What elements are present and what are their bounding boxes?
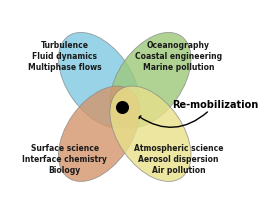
- Text: Oceanography
Coastal engineering
Marine pollution: Oceanography Coastal engineering Marine …: [135, 41, 222, 72]
- Ellipse shape: [59, 86, 139, 181]
- Ellipse shape: [110, 32, 191, 128]
- Text: Atmospheric science
Aerosol dispersion
Air pollution: Atmospheric science Aerosol dispersion A…: [134, 144, 223, 175]
- Ellipse shape: [110, 86, 191, 181]
- Text: Surface science
Interface chemistry
Biology: Surface science Interface chemistry Biol…: [22, 144, 107, 175]
- Ellipse shape: [59, 32, 139, 128]
- Text: Re-mobilization: Re-mobilization: [172, 100, 258, 110]
- Text: Turbulence
Fluid dynamics
Multiphase flows: Turbulence Fluid dynamics Multiphase flo…: [28, 41, 101, 72]
- Point: [120, 105, 124, 109]
